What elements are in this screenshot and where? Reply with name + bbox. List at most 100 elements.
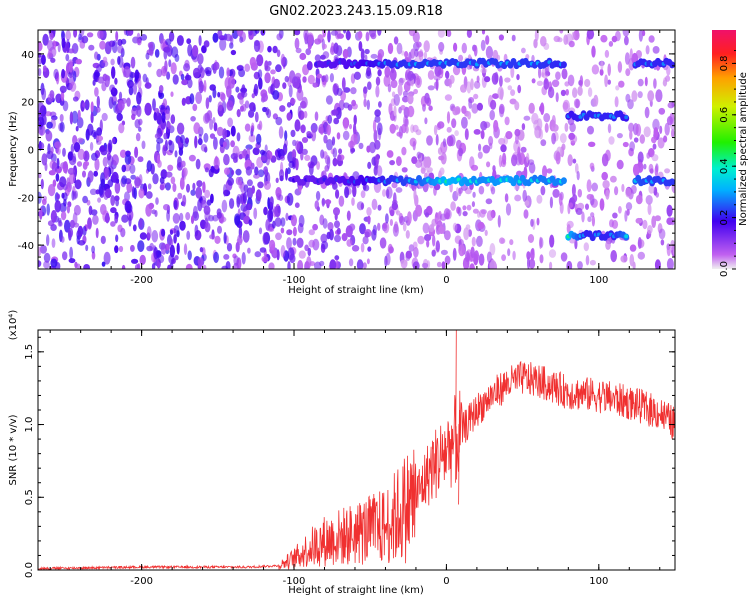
spectrogram-noise-blob [615, 85, 620, 91]
spectrogram-noise-blob [137, 156, 144, 163]
spectrogram-noise-blob [512, 250, 516, 261]
spectrogram-noise-blob [286, 102, 292, 108]
spectrogram-noise-blob [229, 198, 235, 209]
spectrogram-noise-blob [363, 86, 368, 94]
spectrogram-noise-blob [235, 168, 242, 176]
spectrogram-noise-blob [366, 215, 371, 222]
spectrogram-noise-blob [666, 244, 671, 257]
spectrogram-noise-blob [181, 97, 186, 106]
spectrogram-noise-blob [115, 234, 119, 243]
spectrogram-noise-blob [100, 172, 106, 185]
spectrogram-noise-blob [371, 198, 378, 211]
spectrogram-noise-blob [168, 140, 175, 153]
spectrogram-noise-blob [278, 126, 284, 139]
spectrogram-noise-blob [591, 64, 600, 75]
spectrogram-noise-blob [227, 75, 236, 89]
spectrogram-noise-blob [331, 109, 339, 116]
colorbar-tick-label: 0.2 [719, 210, 730, 226]
spectrogram-noise-blob [395, 187, 403, 193]
spectrogram-noise-blob [507, 248, 511, 257]
spectrogram-noise-blob [161, 228, 166, 237]
spectrogram-noise-blob [510, 89, 516, 96]
spectrogram-noise-blob [96, 135, 104, 142]
spectrogram-noise-blob [99, 40, 106, 50]
spectrogram-noise-blob [667, 102, 675, 109]
spectrogram-noise-blob [336, 87, 343, 97]
spectrogram-noise-blob [174, 255, 179, 261]
spectrogram-noise-blob [258, 227, 263, 235]
spectrogram-noise-blob [476, 102, 483, 111]
spectrogram-noise-blob [539, 254, 544, 264]
spectrogram-noise-blob [625, 202, 633, 211]
spectrogram-noise-blob [446, 126, 452, 133]
spectrogram-noise-blob [240, 203, 248, 212]
spectrogram-noise-blob [405, 250, 412, 259]
spectrogram-noise-blob [540, 139, 547, 147]
snr-y-label: SNR (10 * v/v) [8, 414, 19, 485]
spectrogram-noise-blob [664, 122, 670, 136]
spectrogram-noise-blob [385, 252, 391, 266]
spectrogram-noise-blob [97, 76, 105, 84]
spectrogram-noise-blob [336, 132, 341, 140]
spectrogram-noise-blob [327, 30, 331, 43]
spectrogram-noise-blob [364, 54, 368, 62]
spectrogram-noise-blob [276, 33, 283, 41]
spectrogram-noise-blob [138, 126, 142, 132]
spectrogram-noise-blob [147, 61, 152, 68]
spectrogram-noise-blob [78, 240, 86, 246]
spectrogram-noise-blob [478, 185, 485, 195]
spectrogram-noise-blob [515, 134, 519, 145]
spectrogram-noise-blob [338, 148, 343, 155]
spectrogram-noise-blob [514, 101, 520, 111]
spectrogram-noise-blob [223, 232, 227, 244]
spectrogram-noise-blob [261, 255, 269, 263]
spectrogram-noise-blob [221, 199, 228, 213]
spectrogram-noise-blob [396, 210, 401, 216]
spectrogram-noise-blob [170, 62, 177, 75]
x-tick-label: 100 [589, 576, 608, 587]
spectrogram-noise-blob [115, 30, 119, 42]
y-tick-label: -20 [18, 193, 34, 204]
spectrogram-noise-blob [421, 262, 428, 269]
spectrogram-noise-blob [182, 194, 187, 207]
spectrogram-noise-blob [292, 226, 297, 237]
spectrogram-noise-blob [387, 42, 394, 55]
spectrogram-noise-blob [183, 63, 191, 72]
spectrogram-noise-blob [188, 154, 196, 162]
spectrogram-noise-blob [303, 30, 309, 41]
spectrogram-noise-blob [67, 48, 75, 54]
spectrogram-noise-blob [391, 182, 398, 189]
spectrogram-noise-blob [540, 36, 547, 47]
spectrogram-noise-blob [374, 115, 381, 123]
spectrogram-noise-blob [236, 30, 244, 37]
spectrogram-noise-blob [162, 144, 167, 156]
spectrogram-noise-blob [108, 139, 113, 153]
spectrogram-noise-blob [590, 212, 595, 218]
spectrogram-noise-blob [377, 122, 383, 136]
spectrogram-noise-blob [472, 208, 479, 214]
spectrogram-noise-blob [405, 71, 409, 81]
spectrogram-noise-blob [298, 214, 305, 228]
spectrogram-noise-blob [265, 219, 271, 231]
spectrogram-noise-blob [456, 139, 462, 150]
spectrogram-noise-blob [117, 56, 121, 65]
spectrogram-noise-blob [401, 146, 407, 156]
spectrogram-noise-blob [544, 122, 549, 133]
spectrogram-noise-blob [551, 79, 560, 88]
spectrogram-noise-blob [40, 54, 46, 66]
spectrogram-noise-blob [392, 199, 398, 205]
spectrogram-noise-blob [186, 230, 191, 240]
spectrogram-noise-blob [267, 197, 271, 209]
spectrogram-noise-blob [118, 123, 125, 134]
spectrogram-noise-blob [306, 256, 312, 269]
spectrogram-noise-blob [223, 254, 230, 260]
spectrogram-noise-blob [338, 195, 345, 207]
spectrogram-noise-blob [473, 45, 478, 57]
spectrogram-noise-blob [365, 31, 370, 42]
spectrogram-noise-blob [167, 164, 174, 171]
spectrogram-noise-blob [69, 172, 75, 185]
spectrogram-noise-blob [530, 218, 534, 227]
spectrogram-noise-blob [334, 255, 340, 261]
y-tick-label: 1.5 [24, 344, 35, 360]
spectrogram-noise-blob [155, 197, 159, 205]
